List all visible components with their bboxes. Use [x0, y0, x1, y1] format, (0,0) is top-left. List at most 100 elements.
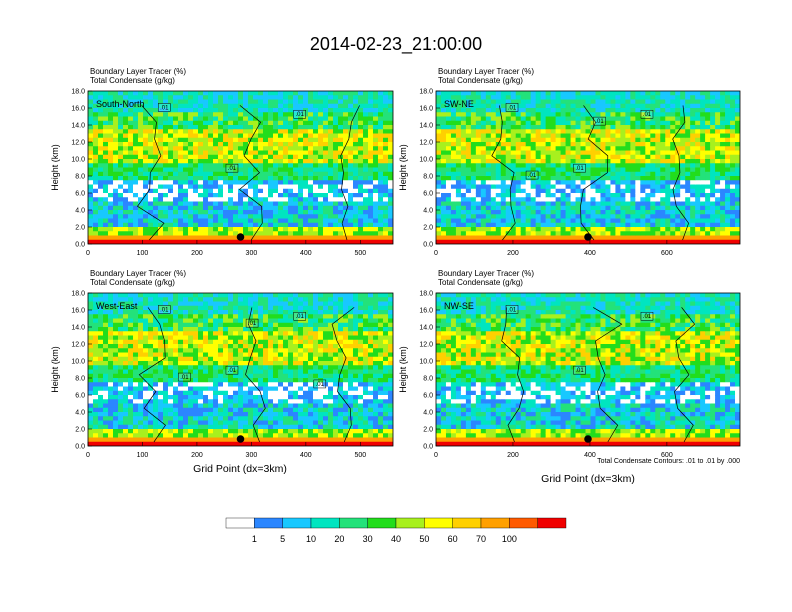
colorbar-swatch	[254, 517, 283, 529]
colorbar-label: 40	[391, 534, 401, 544]
y-tick-label: 8.0	[423, 174, 433, 181]
colorbar-label: 30	[363, 534, 373, 544]
header-line1: Boundary Layer Tracer (%)	[90, 269, 186, 278]
header-line1: Boundary Layer Tracer (%)	[438, 67, 534, 76]
y-tick-label: 10.0	[419, 157, 433, 164]
contour-label: .01	[316, 382, 325, 388]
y-tick-label: 12.0	[419, 342, 433, 349]
x-axis-label-left: Grid Point (dx=3km)	[193, 463, 287, 475]
condensate-contours	[501, 307, 696, 443]
x-tick-label: 500	[354, 452, 366, 459]
y-axis-label: Height (km)	[50, 144, 60, 191]
x-tick-label: 300	[246, 452, 258, 459]
location-marker	[236, 233, 245, 241]
colorbar-label: 70	[476, 534, 486, 544]
y-tick-label: 14.0	[419, 123, 433, 130]
panel-sw-ne: 0.0 2.0 4.0 6.0 8.0 10.0 12.0 14.0 16.0 18.0 0 200 4…	[398, 67, 741, 257]
contour-label: .01	[248, 321, 257, 327]
contour-label: .01	[643, 314, 652, 320]
x-axis-label-right: Grid Point (dx=3km)	[541, 473, 635, 485]
contour-label-box	[640, 109, 654, 119]
colorbar-swatch	[395, 517, 425, 529]
y-tick-label: 16.0	[419, 308, 433, 315]
colorbar-label: 1	[252, 534, 257, 544]
y-tick-label: 14.0	[71, 123, 85, 130]
x-tick-label: 400	[584, 250, 596, 257]
y-tick-label: 12.0	[419, 140, 433, 147]
y-tick-label: 10.0	[71, 359, 85, 366]
x-tick-label: 200	[191, 452, 203, 459]
contour-label: .01	[575, 368, 584, 374]
colorbar-label: 100	[502, 534, 517, 544]
x-tick-label: 600	[661, 250, 673, 257]
location-marker	[236, 435, 245, 443]
colorbar-swatch	[509, 517, 538, 529]
plot-frame	[435, 90, 741, 245]
contour-label: .01	[508, 105, 517, 111]
colorbar-label: 5	[280, 534, 285, 544]
contour-label: .01	[160, 105, 169, 111]
x-tick-label: 300	[246, 250, 258, 257]
y-axis-label: Height (km)	[50, 346, 60, 393]
y-tick-label: 6.0	[75, 191, 85, 198]
contour-label: .01	[528, 173, 537, 179]
plot-frame	[435, 292, 741, 447]
panel-label: NW-SE	[444, 301, 474, 311]
contour-label-box	[505, 103, 519, 112]
colorbar-swatch	[480, 517, 510, 529]
x-tick-label: 600	[661, 452, 673, 459]
contour-label-box	[158, 103, 171, 112]
y-tick-label: 18.0	[71, 89, 85, 96]
colorbar: 1 5 10 20 30 40 50 60 70 100	[225, 517, 567, 544]
y-tick-label: 0.0	[75, 242, 85, 249]
panel-label: South-North	[96, 99, 145, 109]
header-line2: Total Condensate (g/kg)	[438, 278, 523, 287]
y-tick-label: 4.0	[423, 208, 433, 215]
colorbar-label: 50	[419, 534, 429, 544]
y-tick-label: 4.0	[75, 410, 85, 417]
x-tick-label: 400	[300, 452, 312, 459]
y-tick-label: 10.0	[71, 157, 85, 164]
x-tick-label: 0	[86, 250, 90, 257]
colorbar-label: 10	[306, 534, 316, 544]
colorbar-label: 20	[334, 534, 344, 544]
contour-label: .01	[228, 368, 237, 374]
y-tick-label: 2.0	[75, 427, 85, 434]
header-line2: Total Condensate (g/kg)	[90, 76, 175, 85]
contour-label: .01	[180, 375, 189, 381]
y-tick-label: 6.0	[423, 393, 433, 400]
y-tick-label: 0.0	[423, 444, 433, 451]
contour-label-box	[593, 116, 606, 126]
x-tick-label: 400	[584, 452, 596, 459]
contour-label-box	[525, 170, 539, 180]
contour-label: .01	[160, 307, 169, 313]
contour-label: .01	[595, 119, 604, 125]
heatmap-field	[436, 293, 740, 446]
y-tick-label: 12.0	[71, 140, 85, 147]
colorbar-swatch	[310, 517, 340, 529]
y-tick-label: 6.0	[75, 393, 85, 400]
y-tick-label: 18.0	[419, 291, 433, 298]
colorbar-swatch	[339, 517, 368, 529]
heatmap-field	[88, 91, 393, 244]
location-marker	[584, 435, 592, 443]
contour-label-box	[573, 365, 586, 375]
y-tick-label: 8.0	[423, 376, 433, 383]
colorbar-swatch	[537, 517, 567, 529]
contour-label: .01	[295, 314, 304, 320]
header-line1: Boundary Layer Tracer (%)	[90, 67, 186, 76]
x-tick-label: 100	[137, 250, 149, 257]
panel-label: SW-NE	[444, 99, 474, 109]
contour-label-box	[178, 372, 191, 382]
heatmap-field	[436, 91, 740, 244]
y-tick-label: 0.0	[423, 242, 433, 249]
condensate-contours	[491, 105, 689, 241]
x-tick-label: 200	[191, 250, 203, 257]
y-tick-label: 0.0	[75, 444, 85, 451]
y-tick-label: 14.0	[71, 325, 85, 332]
colorbar-swatch	[367, 517, 397, 529]
plot-frame	[87, 90, 394, 245]
contour-note: Total Condensate Contours: .01 to .01 by…	[597, 458, 740, 465]
y-tick-label: 16.0	[71, 106, 85, 113]
